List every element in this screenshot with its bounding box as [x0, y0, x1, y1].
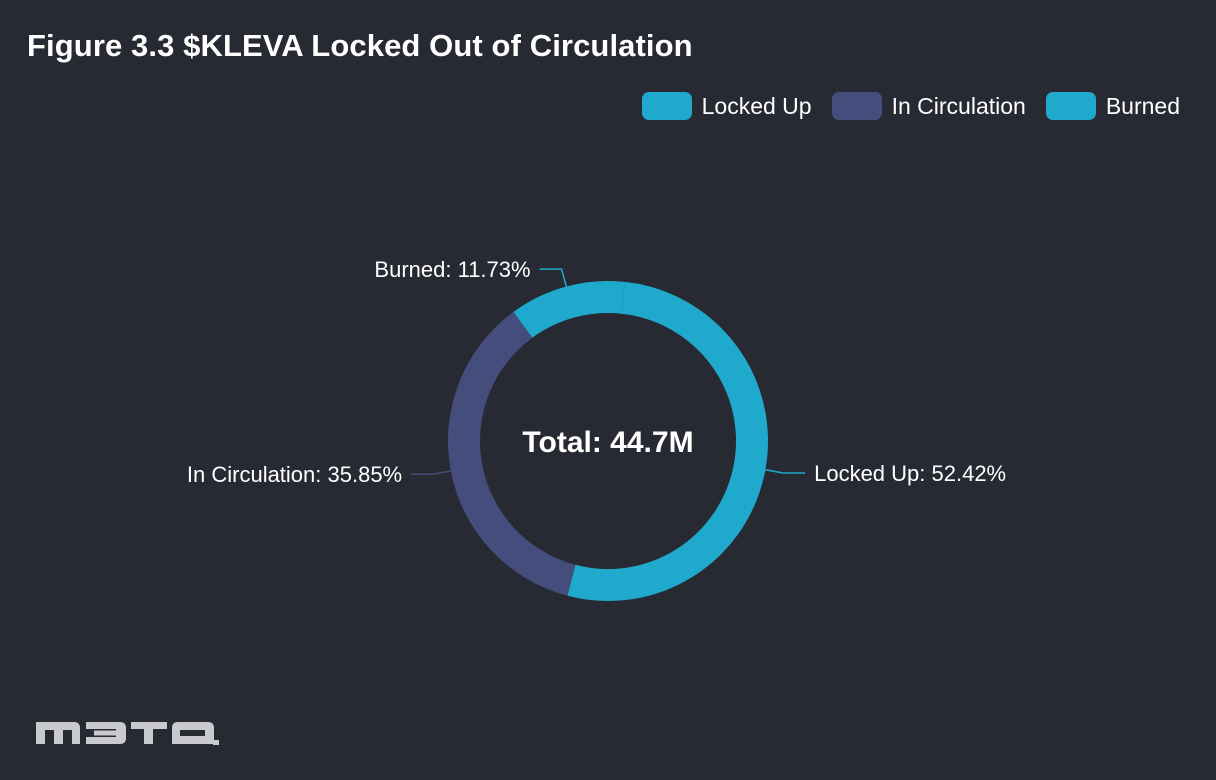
legend-swatch-locked-up — [641, 92, 692, 120]
legend-label-in-circulation: In Circulation — [891, 92, 1026, 119]
m3ta-logo — [36, 722, 219, 745]
leader-line-locked-up — [765, 469, 806, 474]
slice-label-burned: Burned: 11.73% — [374, 257, 530, 282]
slice-leader-lines — [411, 268, 806, 475]
legend-item-locked-up[interactable]: Locked Up — [641, 92, 812, 120]
legend-label-burned: Burned — [1105, 92, 1180, 119]
leader-line-burned — [539, 268, 568, 287]
chart-title: Figure 3.3 $KLEVA Locked Out of Circulat… — [27, 28, 693, 63]
slice-label-locked-up: Locked Up: 52.42% — [814, 461, 1006, 486]
chart-legend: Locked Up In Circulation Burned — [641, 92, 1180, 120]
slice-locked-up[interactable] — [567, 281, 768, 601]
slice-burned[interactable] — [513, 280, 625, 338]
center-total-label: Total: 44.7M — [522, 426, 693, 459]
legend-swatch-burned — [1045, 92, 1096, 120]
donut-slices — [447, 280, 768, 601]
legend-swatch-in-circulation — [831, 92, 882, 120]
slice-labels: Locked Up: 52.42% In Circulation: 35.85% B… — [187, 257, 1006, 487]
slice-in-circulation[interactable] — [447, 311, 576, 596]
legend-label-locked-up: Locked Up — [701, 92, 812, 119]
legend-item-in-circulation[interactable]: In Circulation — [831, 92, 1026, 120]
legend-item-burned[interactable]: Burned — [1045, 92, 1180, 120]
leader-line-in-circulation — [411, 470, 451, 475]
slice-label-in-circulation: In Circulation: 35.85% — [187, 462, 402, 487]
